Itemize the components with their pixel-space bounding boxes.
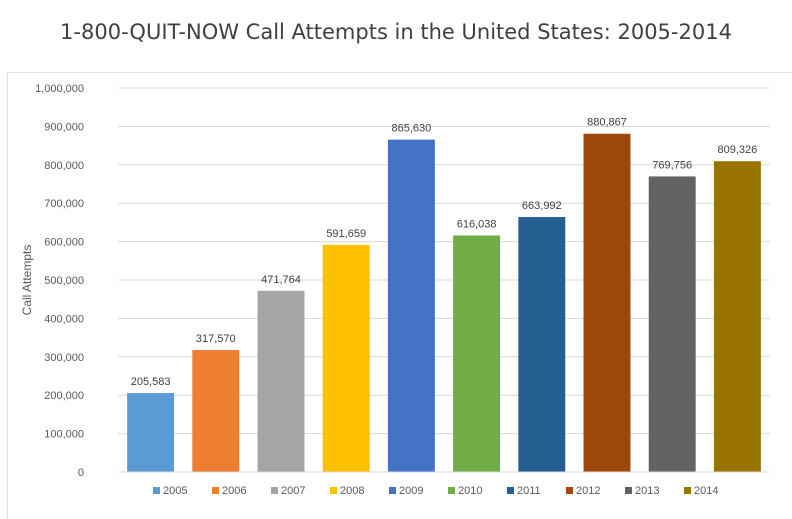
chart-title: 1-800-QUIT-NOW Call Attempts in the Unit…: [60, 20, 732, 44]
y-tick-label: 600,000: [44, 237, 84, 249]
bar-2005: [127, 393, 175, 472]
bar-2006: [192, 350, 240, 472]
data-label-2007: 471,764: [261, 274, 301, 286]
bar-2012: [583, 133, 631, 472]
legend-swatch-2006: [212, 487, 219, 494]
legend-entry-2005: 2005: [163, 485, 187, 497]
legend-swatch-2013: [625, 487, 632, 494]
bar-2009: [387, 139, 435, 472]
data-label-2008: 591,659: [326, 228, 366, 240]
bar-2007: [257, 290, 305, 472]
data-label-2011: 663,992: [522, 200, 562, 212]
bar-2014: [713, 161, 761, 472]
legend-swatch-2014: [684, 487, 691, 494]
data-label-2014: 809,326: [718, 144, 758, 156]
bar-2010: [453, 235, 501, 472]
y-tick-label: 400,000: [44, 313, 84, 325]
y-tick-label: 1,000,000: [35, 83, 84, 95]
legend-entry-2006: 2006: [222, 485, 246, 497]
bar-2008: [322, 244, 370, 472]
bars: [127, 133, 761, 472]
legend-swatch-2011: [507, 487, 514, 494]
legend-swatch-2007: [271, 487, 278, 494]
legend-swatch-2010: [448, 487, 455, 494]
y-tick-label: 700,000: [44, 198, 84, 210]
bar-2011: [518, 217, 566, 472]
bar-2013: [648, 176, 696, 472]
data-labels: 205,583 317,570 471,764 591,659 865,630 616,0…: [131, 117, 758, 388]
y-tick-label: 100,000: [44, 429, 84, 441]
y-tick-label: 300,000: [44, 352, 84, 364]
legend: 2005 2006 2007 2008 2009 2010 2011 2012 2013 2014: [153, 485, 718, 497]
legend-swatch-2008: [330, 487, 337, 494]
data-label-2009: 865,630: [392, 123, 432, 135]
legend-entry-2013: 2013: [635, 485, 659, 497]
legend-entry-2007: 2007: [281, 485, 305, 497]
y-tick-label: 0: [78, 467, 84, 479]
plot-panel: [7, 72, 792, 483]
legend-entry-2014: 2014: [694, 485, 718, 497]
data-label-2013: 769,756: [652, 159, 692, 171]
legend-entry-2010: 2010: [458, 485, 482, 497]
legend-entry-2009: 2009: [399, 485, 423, 497]
y-tick-label: 200,000: [44, 390, 84, 402]
data-label-2010: 616,038: [457, 218, 497, 230]
y-tick-label: 800,000: [44, 160, 84, 172]
legend-panel: [7, 482, 792, 519]
y-tick-label: 500,000: [44, 275, 84, 287]
y-axis-tick-labels: 0 100,000 200,000 300,000 400,000 500,000 600,…: [35, 83, 84, 479]
legend-entry-2008: 2008: [340, 485, 364, 497]
data-label-2005: 205,583: [131, 376, 171, 388]
data-label-2006: 317,570: [196, 333, 236, 345]
y-tick-label: 900,000: [44, 121, 84, 133]
legend-entry-2011: 2011: [517, 485, 541, 497]
y-axis-label: Call Attempts: [20, 245, 34, 316]
legend-swatch-2012: [566, 487, 573, 494]
legend-swatch-2009: [389, 487, 396, 494]
legend-swatch-2005: [153, 487, 160, 494]
legend-entry-2012: 2012: [576, 485, 600, 497]
data-label-2012: 880,867: [587, 117, 627, 129]
